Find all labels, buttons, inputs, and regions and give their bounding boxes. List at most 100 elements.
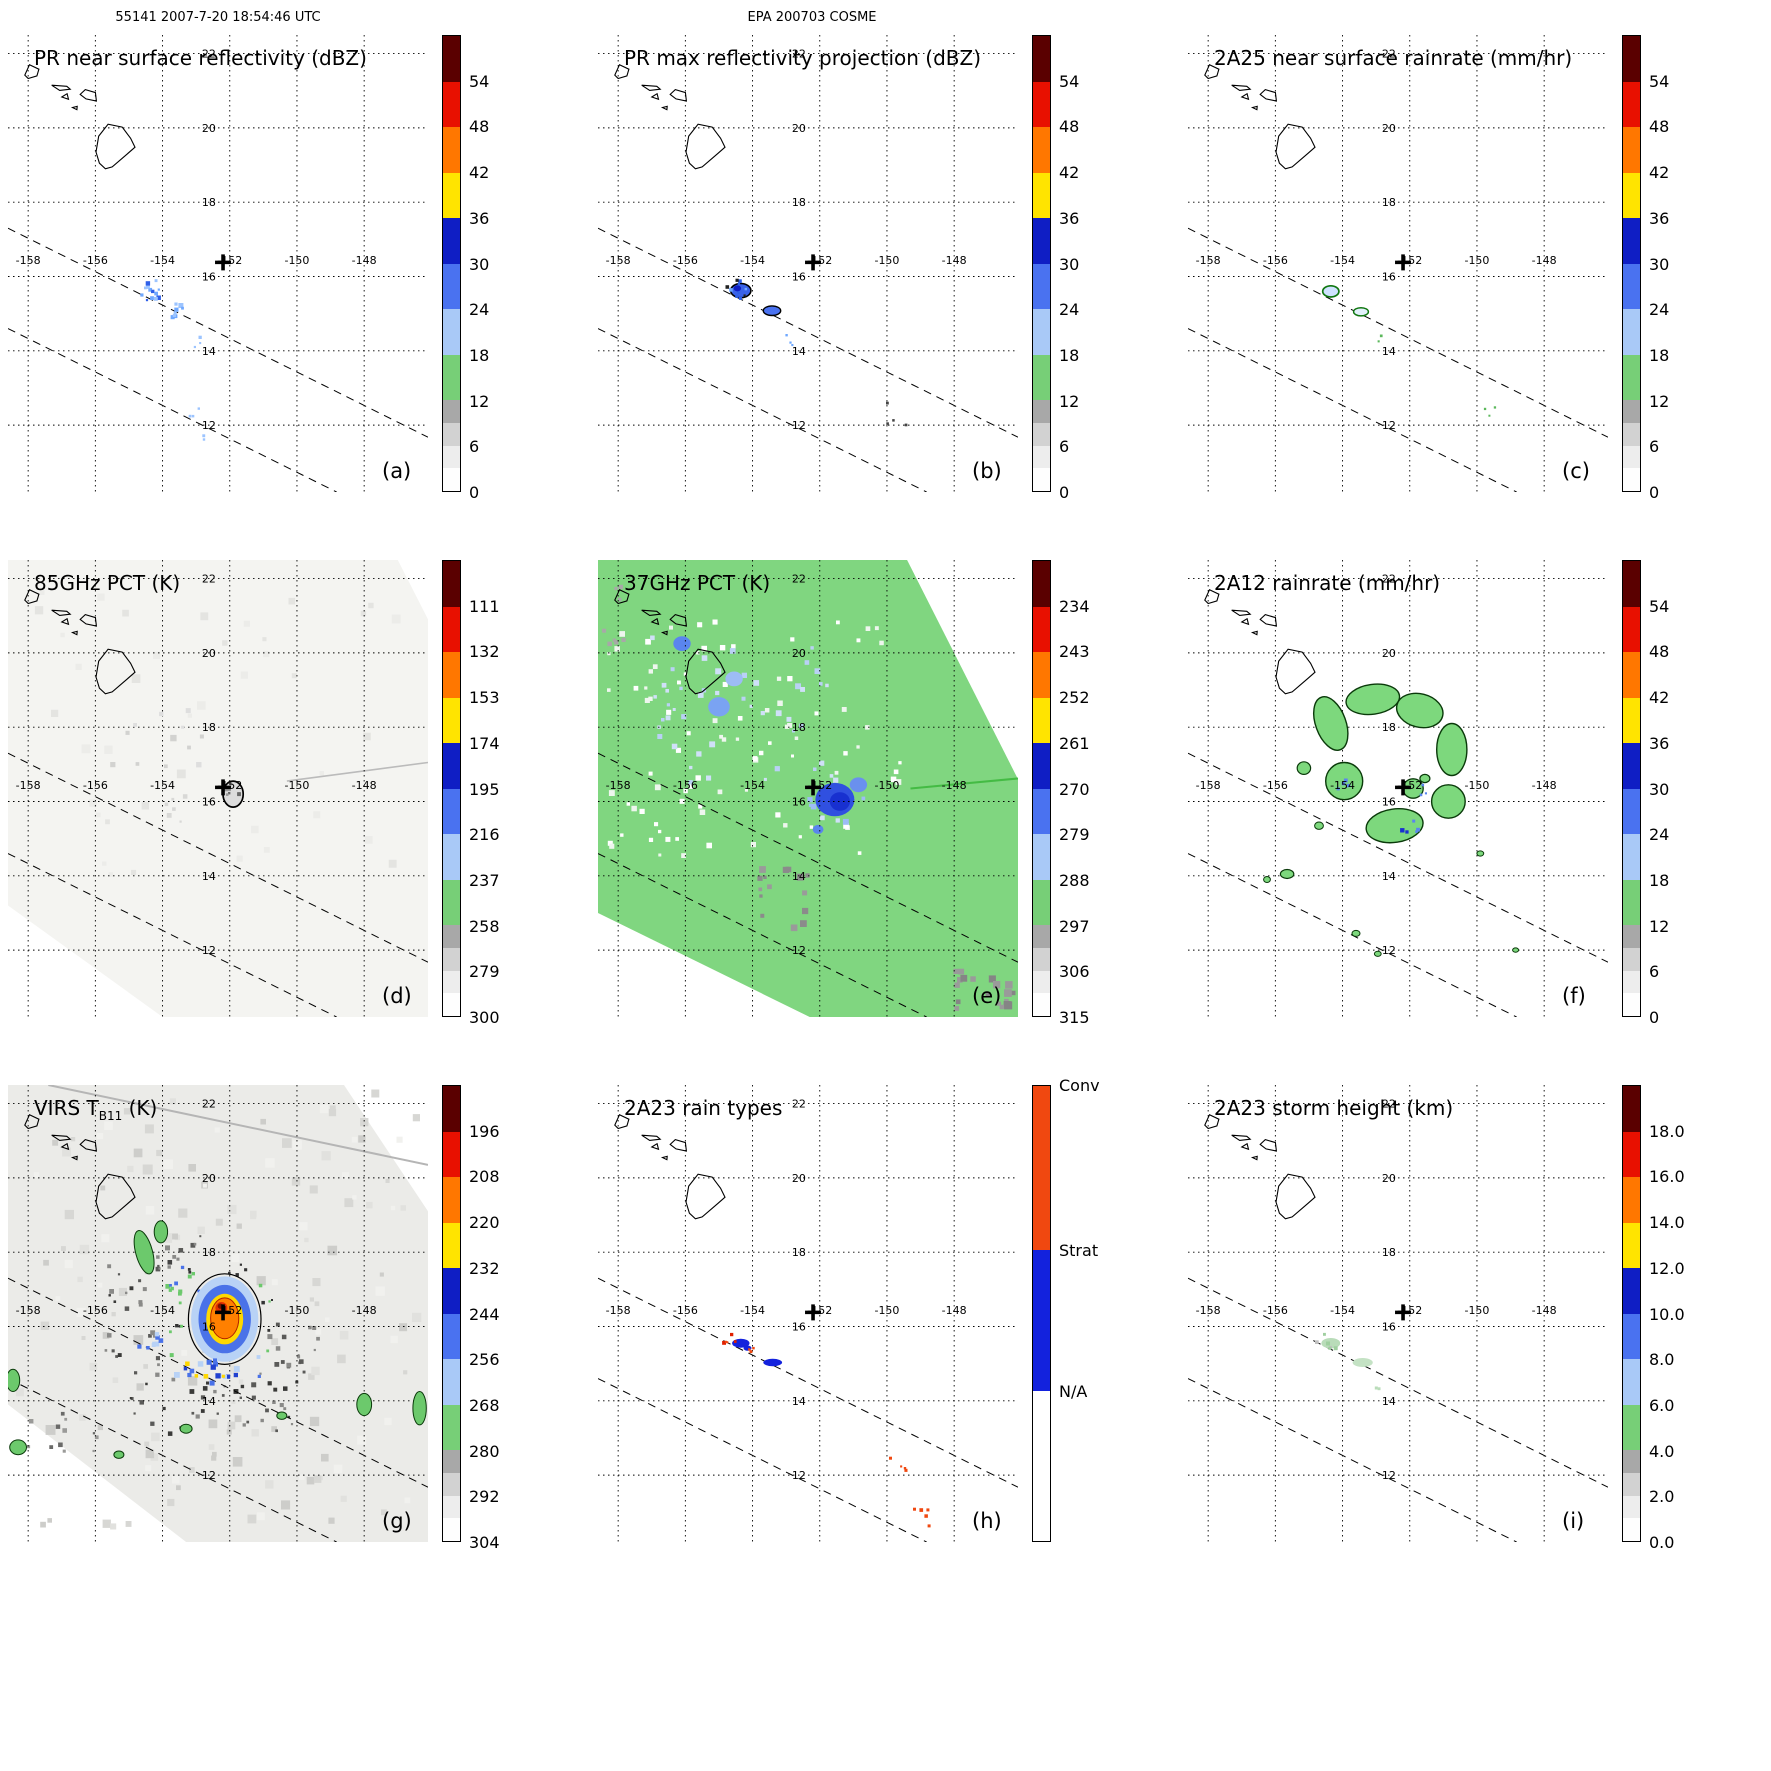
svg-text:-148: -148	[942, 1304, 967, 1317]
svg-text:22: 22	[1382, 48, 1396, 61]
storm-center-marker	[1395, 1304, 1412, 1321]
panel-letter-c: (c)	[1562, 459, 1590, 483]
panel-title-a: PR near surface reflectivity (dBZ)	[34, 46, 367, 70]
svg-text:12: 12	[202, 419, 216, 432]
panel-i: -158 -156 -154 -152 -150 -148 22 20 18 16 14 12 (i) 2…	[1180, 1080, 1771, 1605]
svg-text:14: 14	[792, 1395, 806, 1408]
svg-text:14: 14	[202, 345, 216, 358]
svg-text:20: 20	[1382, 1172, 1396, 1185]
svg-text:22: 22	[792, 1098, 806, 1111]
panel-title-b: PR max reflectivity projection (dBZ)	[624, 46, 982, 70]
map-c: -158 -156 -154 -152 -150 -148 22 20 18 16 14 12 (c)	[1188, 35, 1608, 492]
colorbar-i	[1622, 1085, 1641, 1542]
svg-text:20: 20	[792, 1172, 806, 1185]
svg-text:14: 14	[1382, 345, 1396, 358]
panel-title-c: 2A25 near surface rainrate (mm/hr)	[1214, 46, 1573, 70]
svg-text:18: 18	[202, 721, 216, 734]
svg-text:-148: -148	[942, 254, 967, 267]
svg-text:-150: -150	[284, 1304, 309, 1317]
svg-text:-150: -150	[1464, 254, 1489, 267]
panel-f: -158 -156 -154 -152 -150 -148 22 20 18 16 14 12 (f) 2…	[1180, 555, 1771, 1080]
svg-text:-148: -148	[1532, 254, 1557, 267]
svg-text:16: 16	[202, 271, 216, 284]
svg-text:-154: -154	[150, 779, 175, 792]
svg-text:-154: -154	[150, 1304, 175, 1317]
panel-letter-b: (b)	[972, 459, 1002, 483]
svg-text:-154: -154	[740, 254, 765, 267]
svg-text:-152: -152	[807, 779, 832, 792]
svg-text:-150: -150	[1464, 779, 1489, 792]
svg-text:16: 16	[792, 796, 806, 809]
svg-text:18: 18	[792, 721, 806, 734]
storm-center-marker	[1395, 779, 1412, 796]
svg-text:-152: -152	[217, 1304, 242, 1317]
svg-text:12: 12	[792, 944, 806, 957]
colorbar-a	[442, 35, 461, 492]
svg-text:20: 20	[202, 1172, 216, 1185]
svg-text:22: 22	[202, 48, 216, 61]
panel-title-h: 2A23 rain types	[624, 1096, 783, 1120]
svg-text:-148: -148	[352, 779, 377, 792]
svg-text:14: 14	[1382, 870, 1396, 883]
panel-letter-f: (f)	[1562, 984, 1586, 1008]
svg-text:-150: -150	[874, 254, 899, 267]
svg-text:-156: -156	[673, 1304, 698, 1317]
svg-text:-152: -152	[217, 779, 242, 792]
svg-text:12: 12	[1382, 419, 1396, 432]
map-a: -158 -156 -154 -152 -150 -148 22 20 18 16 14 12 (a)	[8, 35, 428, 492]
svg-text:14: 14	[202, 870, 216, 883]
panel-c: -158 -156 -154 -152 -150 -148 22 20 18 16 14 12 (c) 2…	[1180, 30, 1771, 555]
svg-text:-150: -150	[284, 254, 309, 267]
colorbar-f	[1622, 560, 1641, 1017]
svg-text:-158: -158	[606, 254, 631, 267]
panel-letter-a: (a)	[382, 459, 411, 483]
colorbar-b	[1032, 35, 1051, 492]
svg-text:22: 22	[792, 573, 806, 586]
panel-letter-g: (g)	[382, 1509, 412, 1533]
svg-text:16: 16	[1382, 796, 1396, 809]
svg-text:-158: -158	[1196, 779, 1221, 792]
svg-text:12: 12	[792, 1469, 806, 1482]
svg-text:-158: -158	[1196, 1304, 1221, 1317]
panel-a: -158 -156 -154 -152 -150 -148 22 20 18 16 14 12 (a) P…	[0, 30, 590, 555]
svg-text:-158: -158	[16, 254, 41, 267]
map-i: -158 -156 -154 -152 -150 -148 22 20 18 16 14 12 (i)	[1188, 1085, 1608, 1542]
svg-text:18: 18	[202, 196, 216, 209]
panel-letter-e: (e)	[972, 984, 1001, 1008]
map-h: -158 -156 -154 -152 -150 -148 22 20 18 16 14 12 (h)	[598, 1085, 1018, 1542]
storm-center-marker	[805, 779, 822, 796]
scan-info-header: 55141 2007-7-20 18:54:46 UTC	[115, 10, 321, 25]
svg-text:-150: -150	[874, 1304, 899, 1317]
svg-text:22: 22	[1382, 573, 1396, 586]
panel-letter-h: (h)	[972, 1509, 1002, 1533]
colorbar-g	[442, 1085, 461, 1542]
colorbar-c	[1622, 35, 1641, 492]
svg-text:-150: -150	[1464, 1304, 1489, 1317]
svg-text:22: 22	[1382, 1098, 1396, 1111]
panel-title-e: 37GHz PCT (K)	[624, 571, 771, 595]
svg-text:-158: -158	[16, 1304, 41, 1317]
panel-g: -158 -156 -154 -152 -150 -148 22 20 18 16 14 12 (g) V…	[0, 1080, 590, 1605]
storm-name-header: EPA 200703 COSME	[747, 10, 877, 25]
svg-text:18: 18	[792, 1246, 806, 1259]
svg-text:16: 16	[1382, 1321, 1396, 1334]
svg-text:16: 16	[202, 796, 216, 809]
colorbar-labels-i: 18.0 16.0 14.0 12.0 10.0 8.0 6.0 4.0 2.0 0.0	[1649, 1121, 1685, 1552]
svg-text:-148: -148	[352, 254, 377, 267]
svg-text:22: 22	[792, 48, 806, 61]
svg-text:-154: -154	[1330, 1304, 1355, 1317]
svg-text:-152: -152	[807, 254, 832, 267]
map-f: -158 -156 -154 -152 -150 -148 22 20 18 16 14 12 (f)	[1188, 560, 1608, 1017]
panel-title-d: 85GHz PCT (K)	[34, 571, 181, 595]
svg-text:20: 20	[792, 122, 806, 135]
panel-title-i: 2A23 storm height (km)	[1214, 1096, 1454, 1120]
colorbar-labels-h: Conv Strat N/A	[1059, 1076, 1100, 1402]
map-d: -158 -156 -154 -152 -150 -148 22 20 18 16 14 12 (d)	[8, 560, 428, 1017]
svg-text:20: 20	[202, 647, 216, 660]
svg-text:-152: -152	[1397, 779, 1422, 792]
panel-grid: -158 -156 -154 -152 -150 -148 22 20 18 16 14 12 (a) P…	[0, 30, 1771, 1605]
svg-text:12: 12	[202, 1469, 216, 1482]
svg-text:-156: -156	[83, 254, 108, 267]
colorbar-d	[442, 560, 461, 1017]
